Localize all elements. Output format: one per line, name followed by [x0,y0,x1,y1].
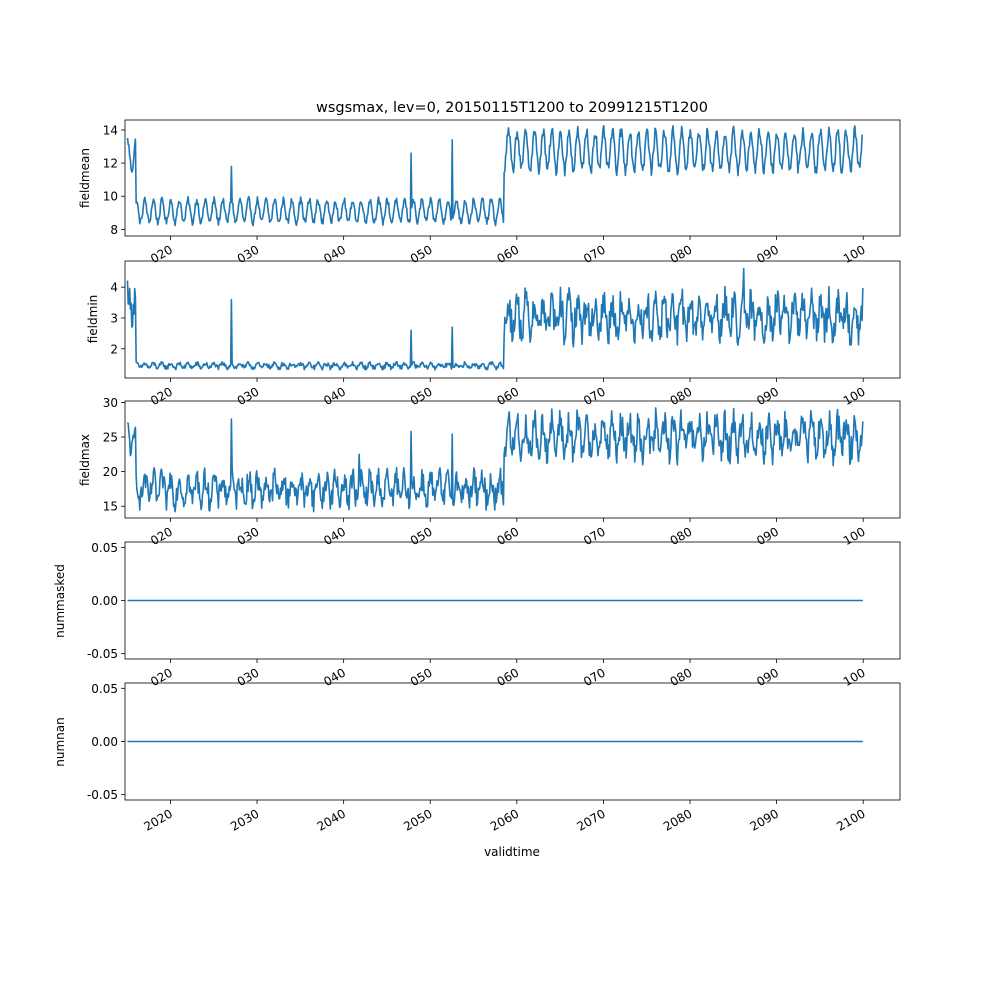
ytick-label: -0.05 [87,788,118,802]
xtick-label: 100 [841,524,868,548]
xtick-label: 040 [321,524,348,548]
xtick-label: 080 [668,524,695,548]
xtick-label: 090 [754,242,781,266]
ylabel-fieldmean: fieldmean [78,148,92,208]
ytick-label: 0.05 [91,682,118,696]
xtick-label: 020 [148,665,175,689]
ytick-label: 14 [103,123,118,137]
axes-frame [124,260,901,379]
xtick-label: 2100 [834,806,867,833]
xtick-label: 070 [581,524,608,548]
xtick-label: 100 [841,665,868,689]
ylabel-fieldmax: fieldmax [78,434,92,486]
ylabel-fieldmin: fieldmin [86,295,100,344]
xtick-label: 2080 [661,806,694,833]
plot-layer: 8 10 12 14 020 030 040 050 060 070 080 090 100 [103,123,868,266]
xtick-label: 020 [148,242,175,266]
ylabel-numnan: numnan [53,717,67,766]
series-line-fieldmean [126,124,864,227]
xtick-label: 050 [408,384,435,408]
ytick-label: 4 [110,281,118,295]
xtick-label: 030 [235,242,262,266]
xlabel: validtime [484,845,540,859]
xtick-label: 060 [494,524,521,548]
plot-layer: -0.05 0.00 0.05 020 030 040 050 060 070 080 090 100 [87,541,868,689]
xtick-label: 2030 [228,806,261,833]
plot-layer: -0.05 0.00 0.05 2020 2030 2040 2050 2060 2070 208… [87,682,868,834]
xtick-label: 2020 [142,806,175,833]
xtick-label: 020 [148,384,175,408]
xtick-label: 080 [668,384,695,408]
ylabel-nummasked: nummasked [53,564,67,638]
xtick-label: 070 [581,665,608,689]
ytick-label: 30 [103,396,118,410]
ytick-label: 15 [103,500,118,514]
xtick-label: 050 [408,665,435,689]
panel-numnan: -0.05 0.00 0.05 2020 2030 2040 2050 2060 2070 208… [53,682,901,834]
ytick-label: 12 [103,157,118,171]
panel-fieldmean: 8 10 12 14 020 030 040 050 060 070 080 090 100 field… [78,119,901,266]
xtick-label: 2050 [401,806,434,833]
xtick-label: 100 [841,384,868,408]
ytick-label: 8 [110,223,118,237]
xtick-label: 040 [321,242,348,266]
xtick-label: 030 [235,665,262,689]
ytick-label: 10 [103,190,118,204]
ytick-label: 2 [110,342,118,356]
xtick-label: 080 [668,242,695,266]
xtick-label: 040 [321,384,348,408]
axes-frame [124,119,901,237]
xtick-label: 070 [581,384,608,408]
xtick-label: 060 [494,384,521,408]
xtick-label: 2040 [315,806,348,833]
xtick-label: 2090 [748,806,781,833]
panel-fieldmin: 2 3 4 020 030 040 050 060 070 080 090 100 fieldmin [86,260,901,408]
ytick-label: 0.00 [91,594,118,608]
figure-title: wsgsmax, lev=0, 20150115T1200 to 2099121… [316,100,708,116]
ytick-label: 0.00 [91,735,118,749]
xtick-label: 050 [408,242,435,266]
ytick-label: 0.05 [91,541,118,555]
series-line-fieldmax [126,407,864,513]
xtick-label: 090 [754,524,781,548]
xtick-label: 090 [754,665,781,689]
xtick-label: 060 [494,665,521,689]
xtick-label: 060 [494,242,521,266]
plot-layer: 15 20 25 30 020 030 040 050 060 070 080 090 100 [103,396,868,548]
xtick-label: 070 [581,242,608,266]
xtick-label: 100 [841,242,868,266]
xtick-label: 030 [235,384,262,408]
plot-layer: 2 3 4 020 030 040 050 060 070 080 090 100 [110,267,868,408]
xtick-label: 040 [321,665,348,689]
ytick-label: 25 [103,431,118,445]
axes-frame [124,400,901,519]
panel-fieldmax: 15 20 25 30 020 030 040 050 060 070 080 090 100 fiel… [78,396,901,548]
ytick-label: -0.05 [87,647,118,661]
series-line-fieldmin [126,267,864,371]
xtick-label: 2070 [574,806,607,833]
ytick-label: 3 [110,311,118,325]
xtick-label: 020 [148,524,175,548]
ytick-label: 20 [103,465,118,479]
xtick-label: 050 [408,524,435,548]
xtick-label: 090 [754,384,781,408]
xtick-label: 080 [668,665,695,689]
xtick-label: 030 [235,524,262,548]
panel-nummasked: -0.05 0.00 0.05 020 030 040 050 060 070 080 090 100… [53,541,901,689]
xtick-label: 2060 [488,806,521,833]
